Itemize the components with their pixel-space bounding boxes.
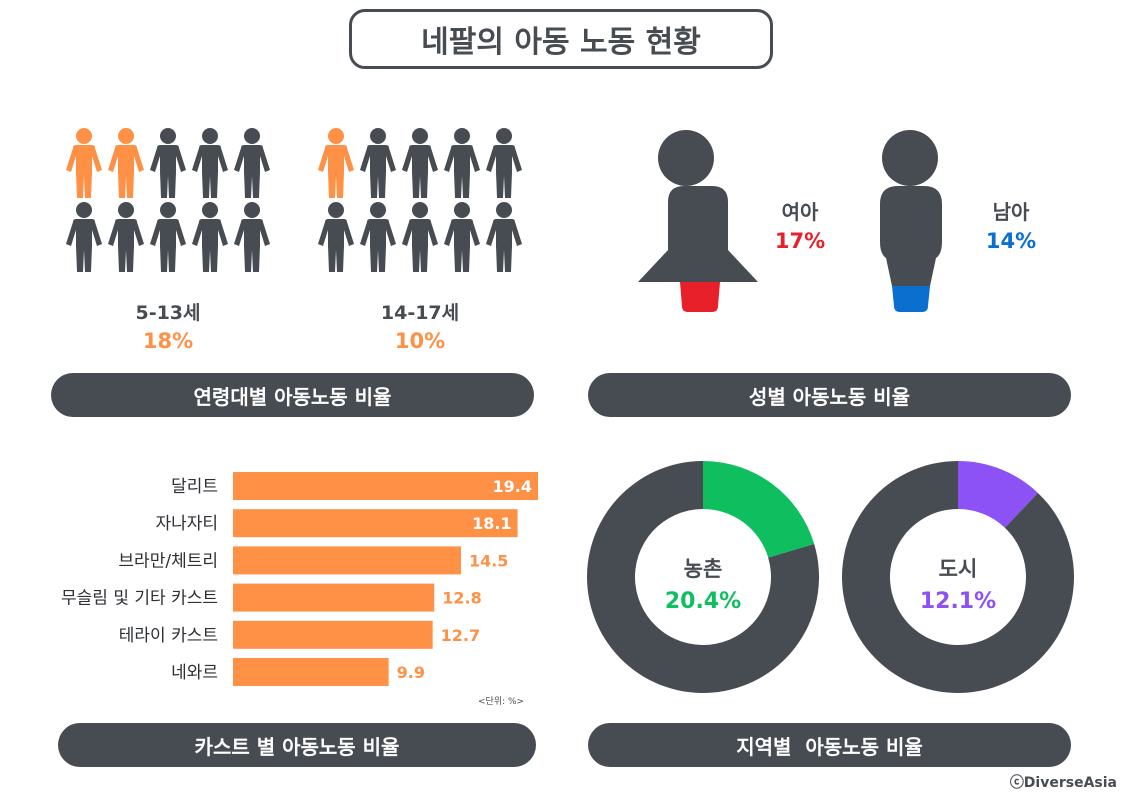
- person-icon: [402, 128, 438, 198]
- donut-slice: [587, 461, 819, 693]
- female-percent: 17%: [774, 229, 826, 253]
- rural-donut-chart: [587, 461, 819, 693]
- bar-value-label: 12.7: [441, 626, 480, 645]
- rural-label: 농촌 20.4%: [633, 553, 773, 614]
- donut-slice: [703, 461, 815, 558]
- person-icon: [108, 128, 144, 198]
- person-icon: [402, 202, 438, 272]
- urban-donut-chart: [842, 461, 1074, 693]
- age-group-label-14-17: 14-17세 10%: [320, 298, 520, 353]
- male-label: 남아 14%: [961, 196, 1061, 253]
- donut-slice: [958, 461, 1038, 528]
- bar-category-label: 네와르: [171, 663, 218, 683]
- bar-value-label: 14.5: [469, 551, 508, 570]
- bar: [233, 472, 538, 500]
- male-text: 남아: [992, 200, 1030, 224]
- bar-category-label: 자나자티: [155, 514, 218, 534]
- person-icon: [318, 202, 354, 272]
- person-icon: [444, 128, 480, 198]
- bar-value-label: 9.9: [397, 663, 425, 682]
- person-icon: [234, 202, 270, 272]
- age-range: 5-13세: [135, 302, 201, 324]
- person-icon: [486, 202, 522, 272]
- unit-note: <단위: %>: [478, 697, 525, 707]
- age-range: 14-17세: [380, 302, 460, 324]
- person-icon: [444, 202, 480, 272]
- bar-category-label: 무슬림 및 기타 카스트: [61, 589, 218, 609]
- person-icon: [360, 128, 396, 198]
- page-title: 네팔의 아동 노동 현황: [349, 9, 773, 69]
- urban-text: 도시: [938, 557, 978, 581]
- region-section-label: 지역별 아동노동 비율: [588, 723, 1071, 767]
- girl-figure-icon: [638, 130, 758, 312]
- female-text: 여아: [781, 200, 819, 224]
- bar: [233, 509, 518, 538]
- bar-value-label: 12.8: [442, 589, 481, 608]
- credit-text: ⓒDiverseAsia: [1009, 775, 1117, 791]
- person-icon: [108, 202, 144, 272]
- bar: [233, 620, 433, 649]
- person-icon: [192, 202, 228, 272]
- person-icon: [192, 128, 228, 198]
- bar: [233, 658, 389, 686]
- bar-value-label: 19.4: [493, 477, 532, 496]
- female-label: 여아 17%: [750, 196, 850, 253]
- urban-percent: 12.1%: [919, 589, 997, 614]
- gender-section-label: 성별 아동노동 비율: [588, 373, 1071, 417]
- urban-label: 도시 12.1%: [888, 553, 1028, 614]
- age-group-figures-14-17: [318, 128, 522, 272]
- bar-category-label: 테라이 카스트: [119, 626, 218, 646]
- person-icon: [486, 128, 522, 198]
- person-icon: [234, 128, 270, 198]
- bar-category-label: 달리트: [171, 477, 218, 497]
- person-icon: [318, 128, 354, 198]
- boy-figure-icon: [880, 130, 942, 312]
- person-icon: [150, 128, 186, 198]
- bar: [233, 546, 461, 575]
- person-icon: [66, 128, 102, 198]
- age-percent: 18%: [142, 329, 194, 353]
- age-section-label: 연령대별 아동노동 비율: [51, 373, 534, 417]
- person-icon: [150, 202, 186, 272]
- bar-category-label: 브라만/체트리: [118, 551, 218, 571]
- person-icon: [360, 202, 396, 272]
- age-group-figures-5-13: [66, 128, 270, 272]
- age-group-label-5-13: 5-13세 18%: [68, 298, 268, 353]
- bar: [233, 583, 435, 612]
- donut-slice: [842, 461, 1074, 693]
- caste-bar-chart: 달리트 19.4 자나자티 18.1 브라만/체트리 14.5 무슬림 및 기타 카스트 12…: [61, 472, 538, 686]
- male-percent: 14%: [985, 229, 1037, 253]
- bar-value-label: 18.1: [472, 514, 511, 533]
- person-icon: [66, 202, 102, 272]
- caste-section-label: 카스트 별 아동노동 비율: [58, 723, 536, 767]
- age-percent: 10%: [394, 329, 446, 353]
- rural-text: 농촌: [683, 557, 723, 581]
- rural-percent: 20.4%: [664, 589, 742, 614]
